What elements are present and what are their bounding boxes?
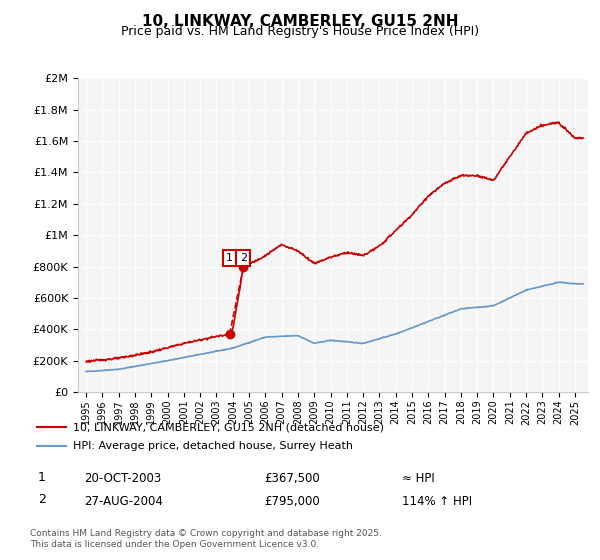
Text: ≈ HPI: ≈ HPI xyxy=(402,472,435,486)
Text: £367,500: £367,500 xyxy=(264,472,320,486)
Text: £795,000: £795,000 xyxy=(264,494,320,508)
Text: HPI: Average price, detached house, Surrey Heath: HPI: Average price, detached house, Surr… xyxy=(73,441,353,451)
Text: 10, LINKWAY, CAMBERLEY, GU15 2NH: 10, LINKWAY, CAMBERLEY, GU15 2NH xyxy=(142,14,458,29)
Text: 10, LINKWAY, CAMBERLEY, GU15 2NH (detached house): 10, LINKWAY, CAMBERLEY, GU15 2NH (detach… xyxy=(73,422,384,432)
Text: 27-AUG-2004: 27-AUG-2004 xyxy=(84,494,163,508)
Text: 20-OCT-2003: 20-OCT-2003 xyxy=(84,472,161,486)
Text: Price paid vs. HM Land Registry's House Price Index (HPI): Price paid vs. HM Land Registry's House … xyxy=(121,25,479,38)
Text: 2: 2 xyxy=(240,253,247,263)
Text: 2: 2 xyxy=(38,493,46,506)
Text: 1: 1 xyxy=(38,470,46,484)
Text: 114% ↑ HPI: 114% ↑ HPI xyxy=(402,494,472,508)
Text: Contains HM Land Registry data © Crown copyright and database right 2025.
This d: Contains HM Land Registry data © Crown c… xyxy=(30,529,382,549)
Text: 1: 1 xyxy=(226,253,233,263)
